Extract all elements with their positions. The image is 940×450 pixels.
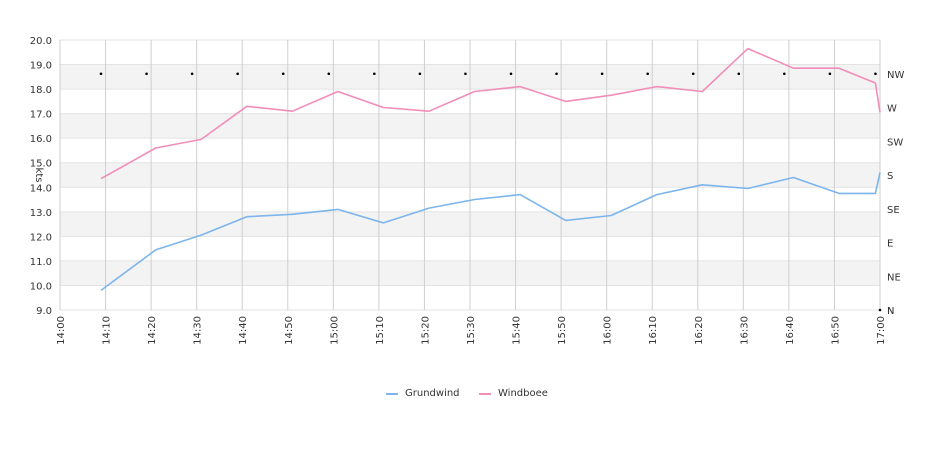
x-tick-label: 16:10	[648, 316, 659, 345]
legend-label-windboee: Windboee	[498, 388, 548, 399]
right-axis-tick-label: S	[887, 171, 893, 182]
x-tick-label: 16:20	[694, 316, 705, 345]
y-tick-label: 15.0	[30, 159, 52, 170]
x-tick-label: 15:20	[420, 316, 431, 345]
series-line-windboee	[100, 47, 881, 180]
y-axis-title: kts	[33, 168, 44, 183]
x-tick-label: 14:40	[238, 316, 249, 345]
x-tick-label: 14:30	[193, 316, 204, 345]
y-tick-label: 17.0	[30, 110, 52, 121]
y-tick-label: 13.0	[30, 208, 52, 219]
series-line-grundwind	[100, 172, 881, 292]
direction-point	[236, 72, 239, 76]
direction-point	[418, 72, 422, 76]
direction-point	[464, 72, 467, 76]
x-tick-label: 14:20	[147, 316, 158, 345]
right-axis-tick-label: E	[887, 239, 893, 250]
y-tick-label: 12.0	[30, 232, 52, 243]
direction-point	[555, 72, 558, 76]
direction-point	[828, 72, 832, 76]
y-tick-label: 9.0	[36, 306, 52, 317]
direction-point	[509, 72, 513, 76]
y-tick-label: 18.0	[30, 85, 52, 96]
x-tick-label: 16:40	[785, 316, 796, 345]
direction-point	[646, 72, 649, 76]
direction-point	[691, 72, 695, 76]
x-tick-label: 16:30	[739, 316, 750, 345]
direction-point	[783, 72, 786, 76]
direction-point	[874, 72, 877, 76]
legend-label-grundwind: Grundwind	[405, 388, 460, 399]
x-tick-label: 14:00	[56, 316, 67, 345]
direction-point	[99, 72, 103, 76]
right-axis-tick-label: NE	[887, 272, 901, 283]
direction-point	[600, 72, 604, 76]
y-tick-label: 20.0	[30, 36, 52, 47]
direction-point	[737, 72, 741, 76]
x-tick-label: 15:30	[466, 316, 477, 345]
right-axis-tick-label: SW	[887, 137, 903, 148]
x-tick-label: 15:50	[557, 316, 568, 345]
y-tick-label: 14.0	[30, 183, 52, 194]
x-tick-label: 15:40	[512, 316, 523, 345]
direction-point	[190, 72, 194, 76]
y-tick-label: 16.0	[30, 134, 52, 145]
x-tick-label: 16:00	[603, 316, 614, 345]
direction-point	[281, 72, 285, 76]
x-tick-label: 16:50	[830, 316, 841, 345]
x-tick-label: 17:00	[876, 316, 887, 345]
direction-point	[878, 308, 882, 312]
x-tick-label: 15:10	[375, 316, 386, 345]
direction-point	[373, 72, 376, 76]
y-tick-label: 11.0	[30, 257, 52, 268]
right-axis-tick-label: SE	[887, 205, 900, 216]
right-axis-tick-label: W	[887, 104, 897, 115]
y-tick-label: 19.0	[30, 61, 52, 72]
x-tick-label: 15:00	[329, 316, 340, 345]
right-axis-tick-label: N	[887, 306, 894, 317]
right-axis-tick-label: NW	[887, 70, 904, 81]
direction-point	[327, 72, 331, 76]
y-tick-label: 10.0	[30, 281, 52, 292]
x-tick-label: 14:10	[102, 316, 113, 345]
right-axis-tick-label: N	[887, 306, 894, 317]
direction-point	[145, 72, 148, 76]
x-tick-label: 14:50	[284, 316, 295, 345]
